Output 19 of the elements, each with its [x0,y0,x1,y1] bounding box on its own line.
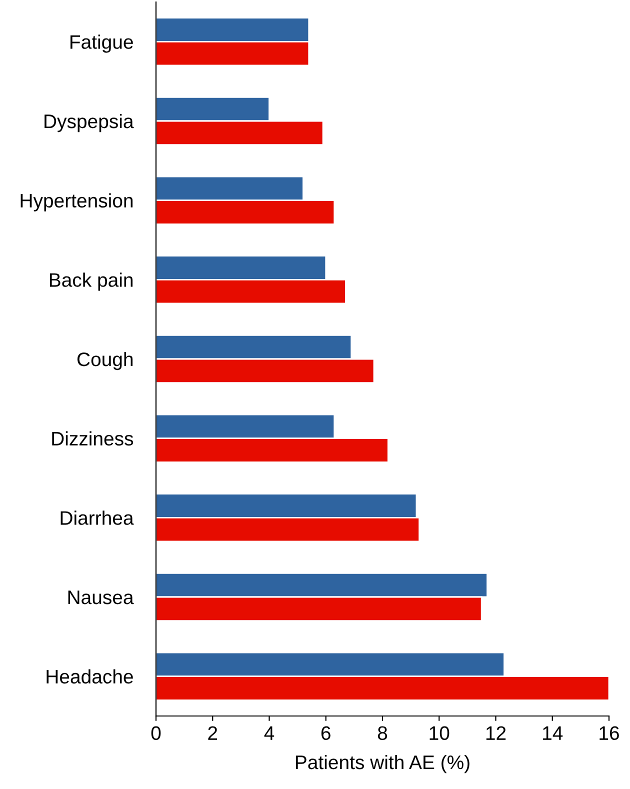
y-tick-label: Fatigue [70,34,133,53]
x-tick-label: 10 [430,726,450,740]
x-tick-label: 8 [378,726,388,740]
x-tick-label: 12 [486,726,506,740]
y-tick-label: Back pain [50,272,133,291]
y-tick-label: Diarrhea [60,510,134,525]
y-tick-label: Hypertension [20,193,133,212]
y-tick-label: Headache [46,669,133,684]
x-tick-label: 4 [264,726,274,740]
x-tick-label: 2 [208,726,218,740]
x-tick-label: 14 [543,726,563,740]
x-tick-label: 0 [151,726,161,740]
x-tick-label: 6 [321,726,330,740]
y-tick-label: Dizziness [52,431,134,446]
y-tick-label: Nausea [68,590,134,604]
y-tick-label: Cough [77,352,133,370]
x-tick-label: 16 [600,726,619,740]
x-axis-title: Patients with AE (%) [296,754,470,774]
y-tick-label: Dyspepsia [44,114,134,132]
